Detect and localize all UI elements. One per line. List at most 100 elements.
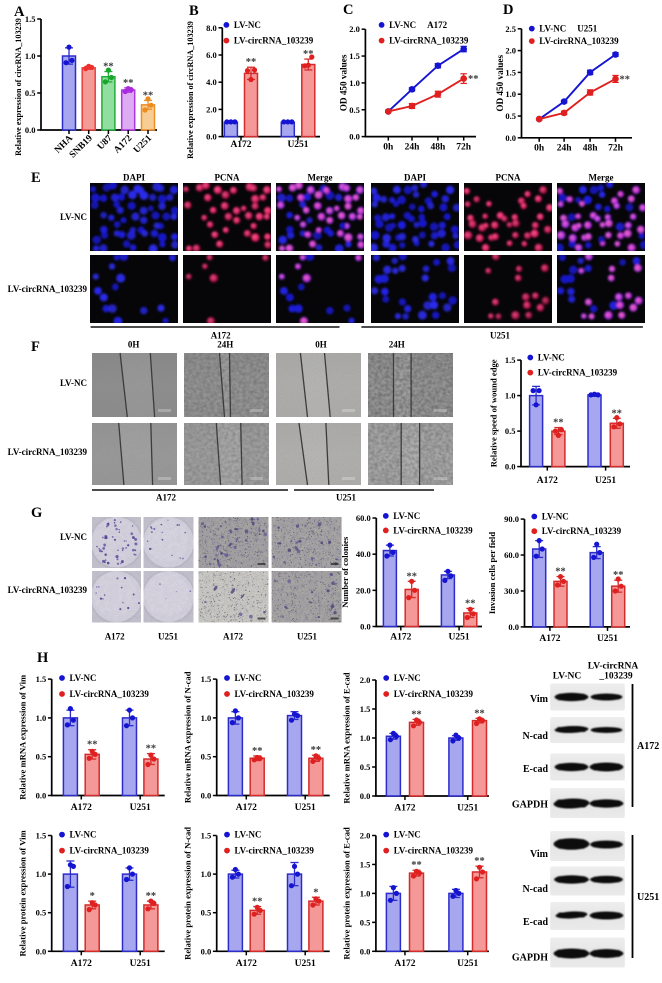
svg-text:**: ** — [411, 709, 422, 720]
svg-text:LV-NC: LV-NC — [553, 672, 582, 682]
svg-text:LV-NC: LV-NC — [389, 20, 416, 30]
svg-text:4.0: 4.0 — [206, 77, 217, 87]
svg-text:E-cad: E-cad — [523, 917, 548, 928]
svg-text:2.0: 2.0 — [505, 46, 516, 56]
svg-text:LV-NC: LV-NC — [234, 20, 261, 30]
svg-text:**: ** — [411, 860, 422, 871]
svg-text:72h: 72h — [608, 144, 624, 154]
svg-text:A172: A172 — [230, 140, 251, 150]
svg-text:0h: 0h — [383, 143, 394, 153]
svg-text:U251: U251 — [297, 632, 317, 642]
svg-text:LV-circRNA_103239: LV-circRNA_103239 — [235, 846, 315, 856]
svg-text:**: ** — [465, 598, 476, 609]
svg-text:U251: U251 — [287, 140, 308, 150]
svg-text:LV-NC: LV-NC — [70, 830, 97, 840]
svg-text:0.0: 0.0 — [349, 132, 360, 142]
svg-text:Relative protein expression of: Relative protein expression of E-cad — [342, 827, 352, 960]
svg-text:Relative mRNA expression of N-: Relative mRNA expression of N-cad — [183, 671, 193, 803]
svg-text:1.0: 1.0 — [36, 869, 47, 879]
svg-text:1.0: 1.0 — [349, 78, 360, 88]
svg-text:**: ** — [613, 570, 624, 581]
svg-text:U251: U251 — [457, 804, 478, 814]
svg-text:U251: U251 — [130, 959, 151, 969]
svg-text:48h: 48h — [583, 144, 599, 154]
svg-text:LV-NC: LV-NC — [394, 830, 421, 840]
svg-text:1.5: 1.5 — [201, 831, 212, 841]
svg-text:0.5: 0.5 — [360, 917, 371, 927]
svg-text:0.0: 0.0 — [206, 132, 217, 142]
svg-text:G: G — [31, 505, 42, 521]
svg-text:0.0: 0.0 — [36, 946, 47, 956]
svg-text:**: ** — [474, 708, 485, 719]
svg-text:Number of colonies: Number of colonies — [340, 536, 350, 608]
svg-text:OD 450 values: OD 450 values — [495, 55, 505, 112]
svg-text:LV-circRNA_103239: LV-circRNA_103239 — [235, 689, 315, 699]
svg-text:B: B — [189, 3, 199, 19]
svg-text:A: A — [14, 4, 25, 20]
svg-text:0.0: 0.0 — [508, 622, 519, 632]
svg-text:U251: U251 — [295, 959, 316, 969]
svg-text:**: ** — [146, 891, 157, 902]
svg-text:LV-circRNA_103239: LV-circRNA_103239 — [234, 36, 314, 46]
svg-text:**: ** — [474, 856, 485, 867]
svg-text:1.5: 1.5 — [505, 355, 516, 365]
svg-text:0.5: 0.5 — [360, 762, 371, 772]
svg-text:2.5: 2.5 — [505, 24, 516, 34]
svg-text:PCNA: PCNA — [496, 173, 521, 183]
svg-text:A172: A172 — [539, 634, 560, 644]
svg-text:Vim: Vim — [530, 694, 549, 705]
svg-text:A172: A172 — [427, 20, 447, 30]
svg-text:U251: U251 — [130, 803, 151, 813]
svg-text:U251: U251 — [577, 24, 597, 34]
svg-text:1.5: 1.5 — [36, 831, 47, 841]
svg-text:**: ** — [123, 78, 134, 89]
svg-text:LV-NC: LV-NC — [60, 532, 87, 542]
svg-text:1.0: 1.0 — [360, 733, 371, 743]
svg-text:LV-circRNA_103239: LV-circRNA_103239 — [389, 36, 469, 46]
svg-text:LV-circRNA_103239: LV-circRNA_103239 — [393, 525, 473, 535]
svg-text:LV-circRNA_103239: LV-circRNA_103239 — [539, 36, 619, 46]
svg-text:E-cad: E-cad — [523, 764, 548, 775]
svg-text:**: ** — [468, 74, 479, 85]
svg-text:*: * — [313, 887, 318, 898]
svg-text:**: ** — [620, 75, 631, 86]
svg-text:LV-circRNA_103239: LV-circRNA_103239 — [70, 689, 150, 699]
svg-text:GAPDH: GAPDH — [512, 800, 548, 811]
svg-text:DAPI: DAPI — [404, 173, 426, 183]
svg-text:**: ** — [311, 745, 322, 756]
svg-text:Relative speed of wound edge: Relative speed of wound edge — [489, 359, 499, 467]
svg-text:A172: A172 — [394, 959, 415, 969]
svg-text:2.0: 2.0 — [206, 104, 217, 114]
svg-text:Relative protein expression of: Relative protein expression of N-cad — [183, 827, 193, 960]
svg-text:0.0: 0.0 — [360, 622, 371, 632]
svg-text:DAPI: DAPI — [123, 173, 145, 183]
svg-text:D: D — [503, 2, 513, 18]
svg-text:A172: A172 — [105, 632, 125, 642]
svg-text:U251: U251 — [295, 803, 316, 813]
svg-text:*: * — [90, 891, 95, 902]
svg-text:LV-NC: LV-NC — [394, 673, 421, 683]
svg-text:U251: U251 — [595, 476, 616, 486]
svg-text:2.0: 2.0 — [360, 831, 371, 841]
svg-text:U251: U251 — [637, 892, 659, 903]
svg-text:U251: U251 — [336, 493, 356, 503]
svg-text:LV-circRNA_103239: LV-circRNA_103239 — [70, 846, 150, 856]
svg-text:24h: 24h — [557, 144, 573, 154]
svg-text:60.0: 60.0 — [356, 513, 371, 523]
svg-text:LV-NC: LV-NC — [235, 673, 262, 683]
svg-text:0.0: 0.0 — [201, 946, 212, 956]
svg-text:A172: A172 — [236, 803, 257, 813]
svg-text:0.5: 0.5 — [201, 752, 212, 762]
svg-text:A172: A172 — [71, 959, 92, 969]
svg-text:1.0: 1.0 — [505, 89, 516, 99]
svg-text:0.5: 0.5 — [36, 752, 47, 762]
svg-text:LV-circRNA_103239: LV-circRNA_103239 — [8, 284, 88, 294]
svg-text:**: ** — [252, 746, 263, 757]
svg-text:1.0: 1.0 — [505, 391, 516, 401]
svg-text:1.5: 1.5 — [349, 51, 360, 61]
svg-text:0.0: 0.0 — [505, 462, 516, 472]
svg-text:PCNA: PCNA — [215, 173, 240, 183]
svg-text:LV-circRNA_103239: LV-circRNA_103239 — [394, 846, 474, 856]
svg-text:LV-NC: LV-NC — [70, 673, 97, 683]
svg-text:**: ** — [303, 49, 314, 60]
